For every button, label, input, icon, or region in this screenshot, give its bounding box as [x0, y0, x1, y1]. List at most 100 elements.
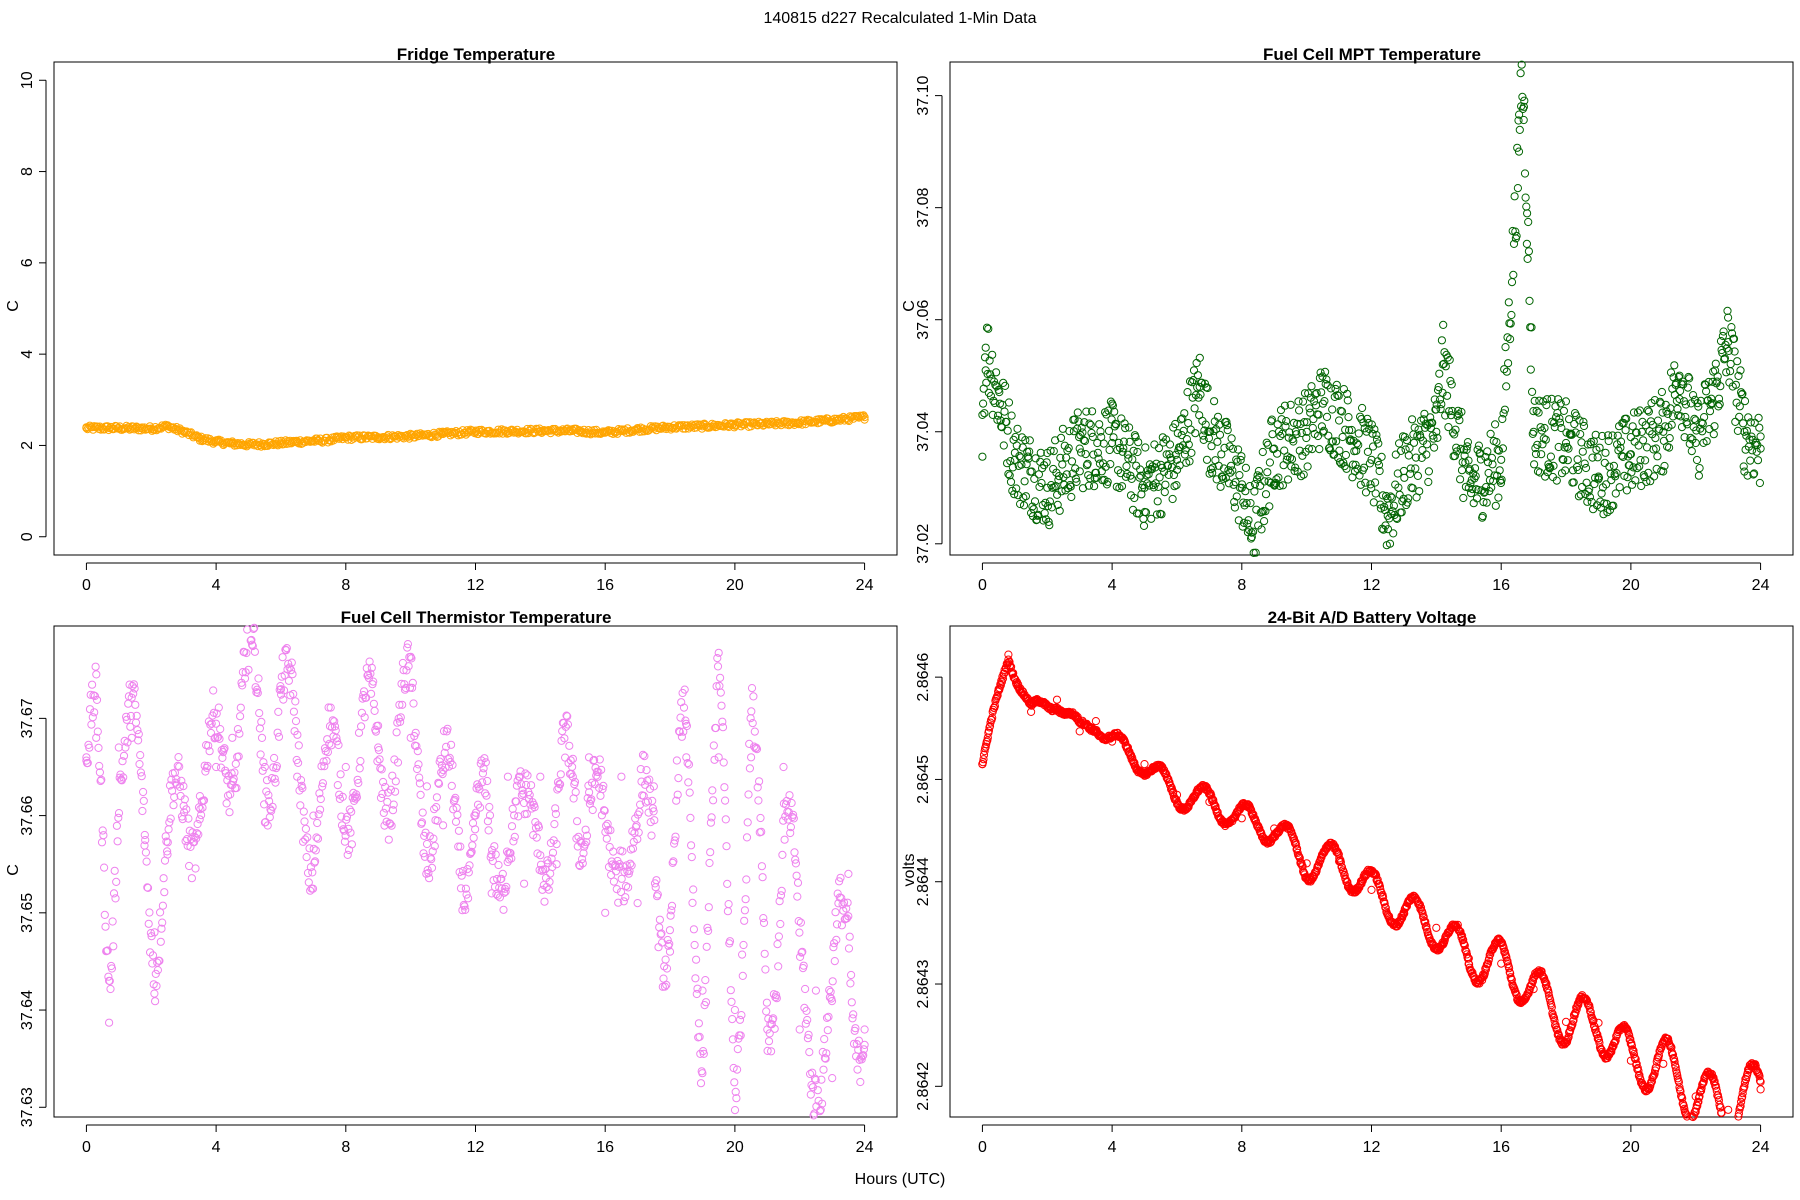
data-point	[1500, 365, 1509, 374]
data-point	[268, 802, 277, 811]
data-point	[97, 838, 107, 847]
data-point	[337, 821, 347, 830]
data-point	[220, 744, 229, 753]
data-point	[498, 869, 507, 879]
data-point	[1506, 335, 1515, 344]
data-point	[588, 805, 597, 815]
data-point	[1300, 418, 1309, 427]
data-point	[1619, 418, 1628, 428]
data-point	[1354, 429, 1363, 438]
data-point	[1227, 434, 1236, 443]
data-point	[828, 1074, 837, 1083]
data-point	[109, 942, 118, 951]
data-point	[1275, 481, 1284, 490]
data-point	[1294, 397, 1303, 406]
data-point	[418, 808, 427, 817]
data-point	[1336, 406, 1345, 415]
data-point	[483, 817, 492, 826]
data-point	[1137, 490, 1146, 499]
data-point	[813, 1086, 822, 1095]
data-point	[856, 1077, 865, 1087]
data-point	[767, 1047, 776, 1056]
data-point	[815, 1107, 825, 1116]
y-tick-label: 37.67	[19, 698, 36, 738]
data-point	[1626, 450, 1635, 459]
data-point	[377, 765, 386, 774]
data-point	[1347, 425, 1356, 435]
data-point	[1733, 357, 1742, 366]
data-point	[1121, 424, 1130, 433]
data-point	[355, 764, 364, 773]
data-point	[1228, 444, 1238, 453]
data-point	[692, 955, 701, 964]
data-point	[1547, 394, 1556, 403]
data-point	[250, 623, 259, 632]
data-point	[691, 974, 700, 983]
data-point	[1501, 343, 1510, 352]
data-point	[465, 861, 474, 870]
data-point	[671, 832, 680, 841]
data-point	[1411, 453, 1421, 462]
data-point	[1434, 383, 1443, 392]
data-point	[1450, 451, 1460, 461]
data-point	[341, 762, 350, 772]
data-point	[111, 894, 120, 903]
data-point	[747, 753, 756, 762]
data-point	[1617, 451, 1626, 460]
data-point	[1220, 443, 1229, 452]
y-tick-label: 10	[19, 71, 36, 89]
data-point	[283, 665, 292, 674]
data-point	[291, 717, 301, 726]
data-point	[1644, 407, 1654, 416]
data-point	[1206, 465, 1216, 474]
data-point	[295, 786, 304, 795]
data-point	[104, 972, 113, 981]
data-point	[1731, 417, 1740, 426]
data-point	[1295, 853, 1304, 863]
data-point	[402, 666, 411, 675]
data-point	[1659, 467, 1668, 476]
data-point	[234, 752, 243, 761]
data-point	[1578, 482, 1587, 492]
data-point	[1153, 497, 1162, 506]
data-point	[1722, 368, 1731, 377]
data-point	[1652, 1063, 1661, 1072]
data-point	[709, 741, 718, 750]
data-point	[1307, 382, 1316, 391]
data-point	[773, 940, 782, 949]
data-point	[138, 806, 147, 816]
data-point	[356, 757, 365, 766]
data-point	[1010, 490, 1019, 499]
y-tick-label: 37.02	[915, 524, 932, 564]
data-point	[439, 766, 448, 775]
data-point	[665, 926, 675, 935]
data-point	[1129, 446, 1138, 455]
data-point	[1042, 458, 1051, 467]
data-point	[1251, 548, 1260, 557]
data-point	[148, 951, 158, 960]
data-point	[1104, 426, 1114, 435]
data-point	[1734, 371, 1743, 380]
data-point	[517, 790, 527, 800]
data-point	[490, 842, 499, 851]
data-point	[1140, 760, 1149, 769]
data-point	[1594, 473, 1604, 482]
data-point	[662, 980, 671, 990]
data-point	[1367, 420, 1376, 429]
data-point	[1167, 463, 1177, 472]
data-point	[153, 966, 162, 975]
data-point	[164, 825, 173, 834]
data-point	[983, 736, 992, 745]
data-point	[1004, 398, 1014, 407]
data-point	[1709, 1073, 1718, 1082]
data-point	[679, 727, 688, 736]
data-point	[675, 727, 684, 737]
data-point	[151, 997, 160, 1006]
data-point	[396, 713, 405, 722]
x-tick-label: 24	[856, 577, 874, 594]
data-point	[1121, 738, 1130, 747]
data-point	[1558, 455, 1567, 464]
data-point	[571, 788, 580, 797]
data-point	[397, 431, 406, 441]
data-point	[844, 912, 853, 921]
